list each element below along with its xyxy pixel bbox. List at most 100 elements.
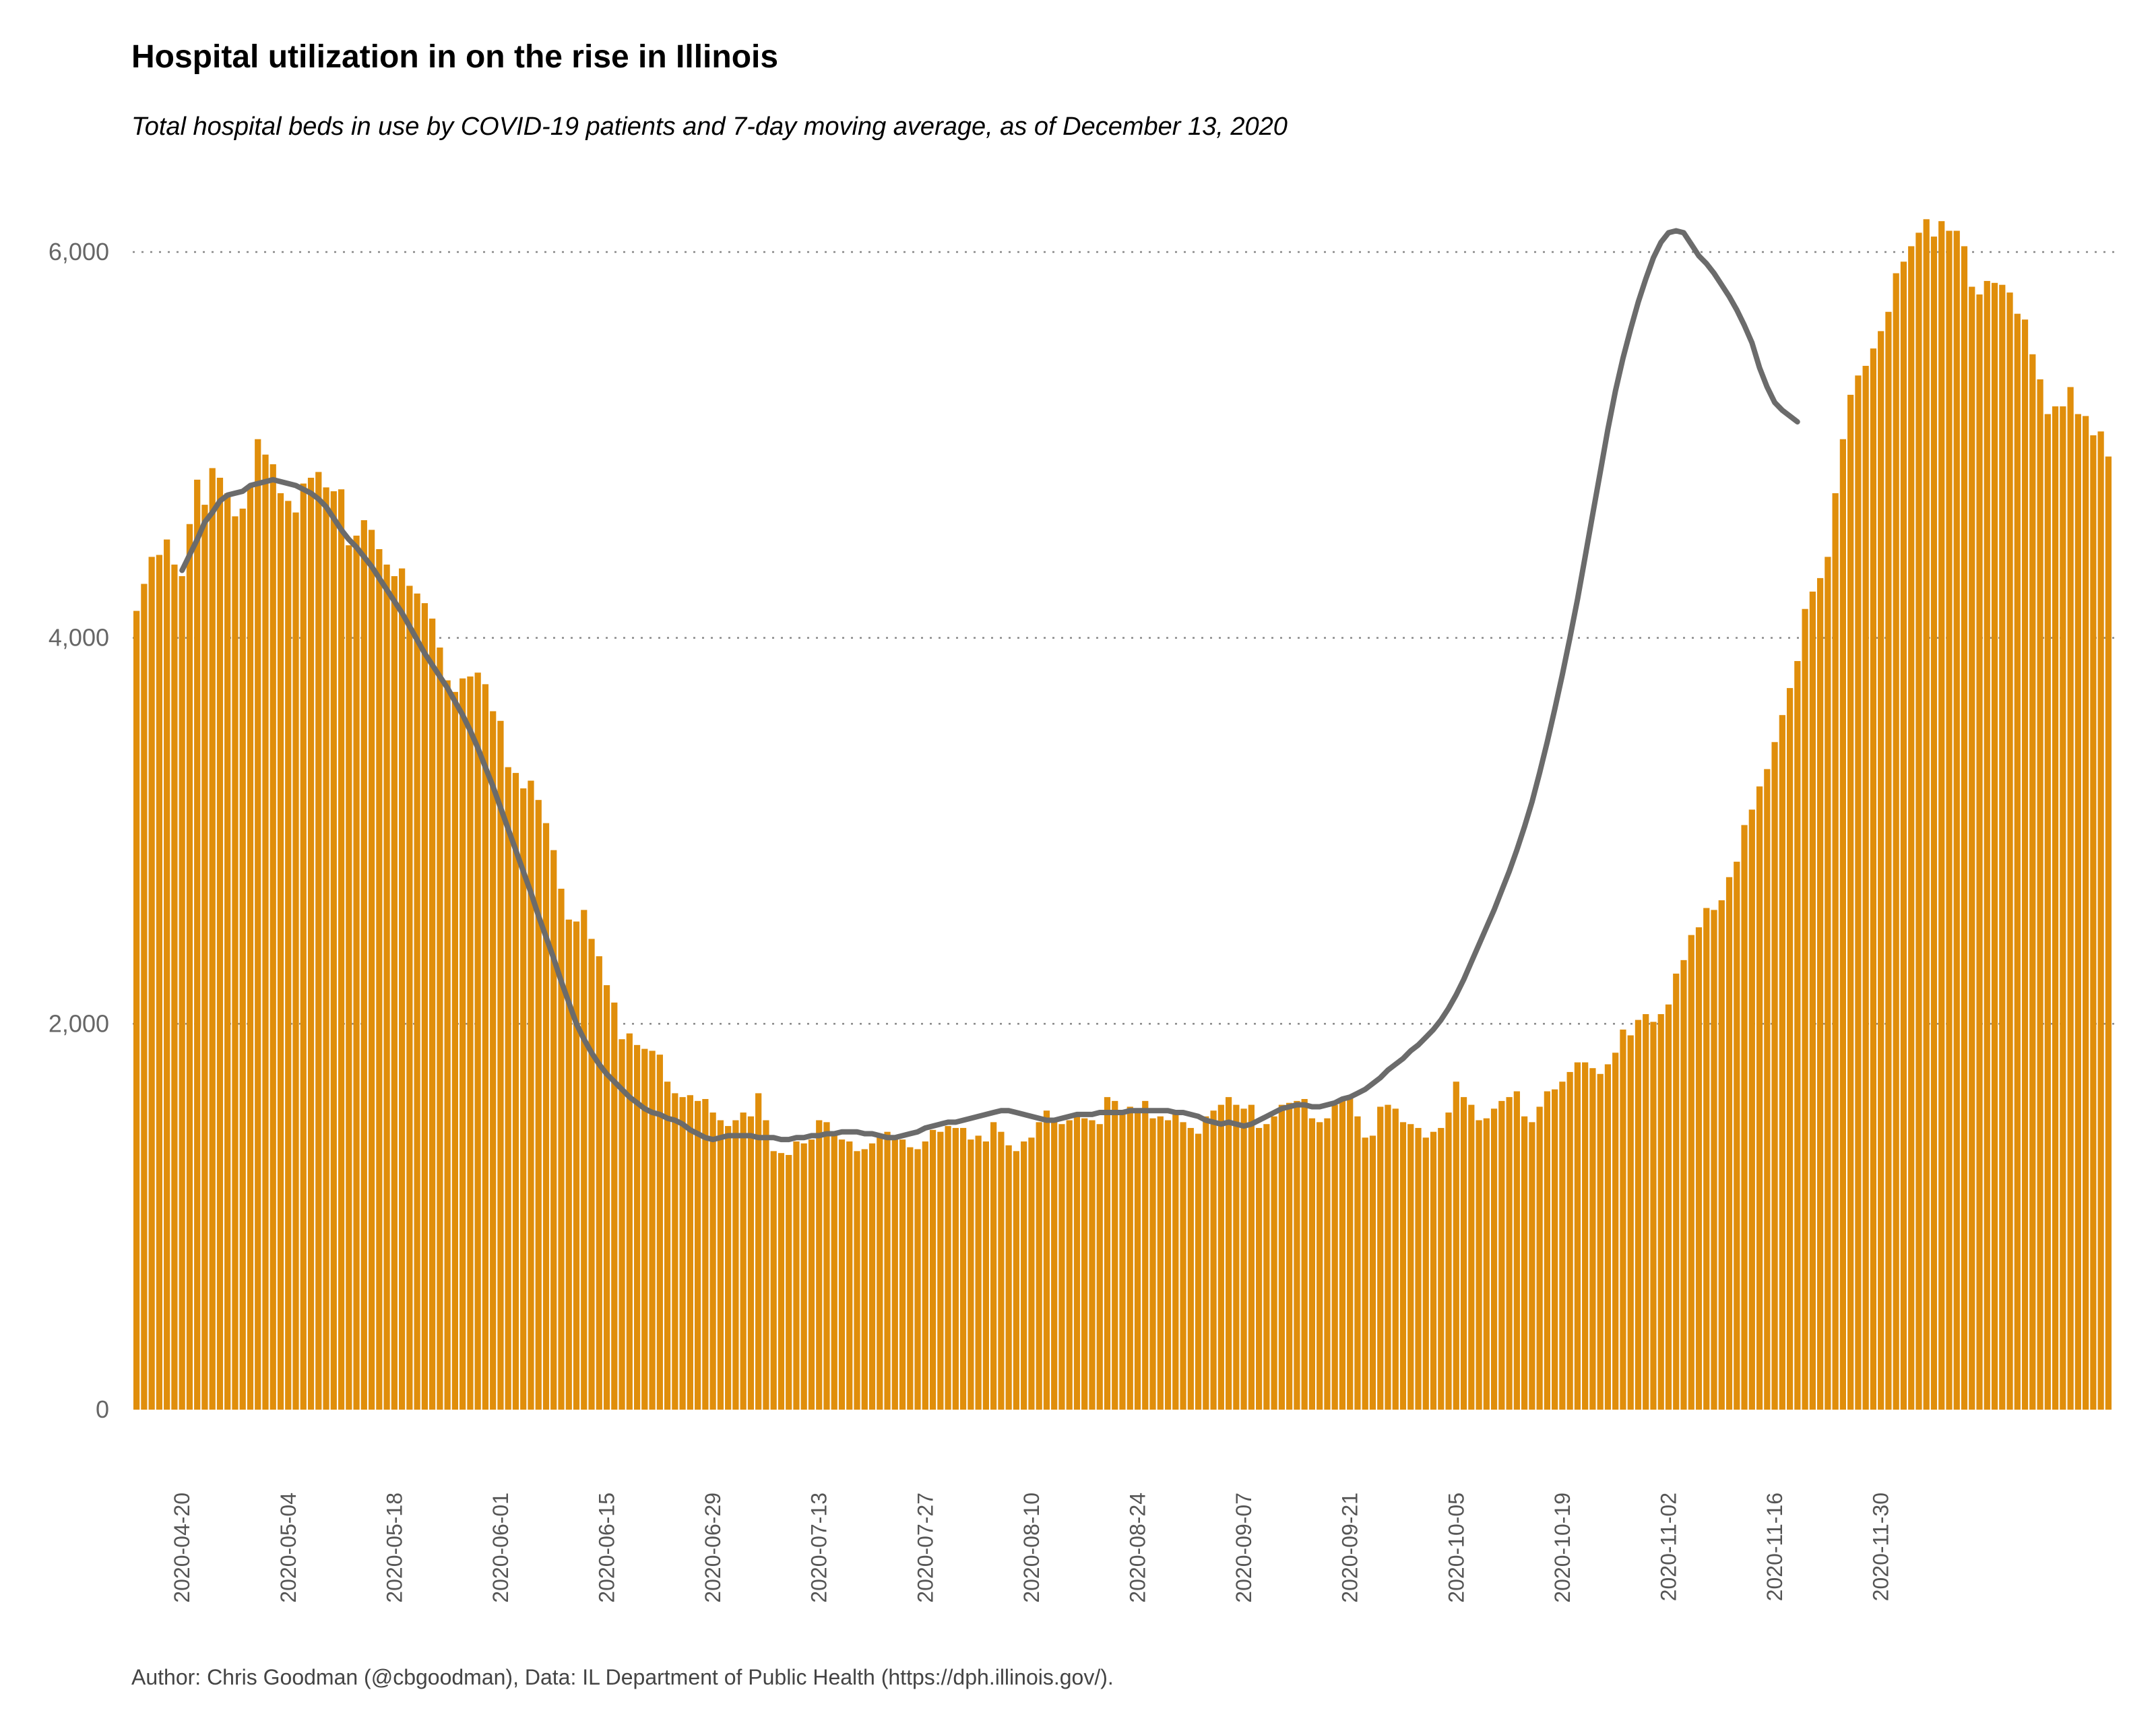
x-tick-label: 2020-08-24 <box>1126 1493 1150 1603</box>
bar <box>1862 365 1869 1410</box>
bar <box>224 493 231 1410</box>
bar <box>1725 877 1733 1410</box>
bar <box>1574 1062 1581 1410</box>
bar <box>1028 1137 1035 1410</box>
y-tick-label: 0 <box>96 1395 109 1423</box>
bar <box>285 501 292 1410</box>
bar <box>1643 1014 1649 1410</box>
bar <box>1529 1122 1535 1410</box>
y-tick-label: 4,000 <box>49 624 109 652</box>
bar <box>141 584 148 1410</box>
bar <box>1915 232 1922 1410</box>
bar <box>1498 1100 1505 1410</box>
bar <box>1377 1106 1384 1410</box>
bar <box>679 1097 686 1410</box>
bar <box>1233 1104 1240 1410</box>
bar <box>1900 261 1907 1410</box>
x-tick-label: 2020-07-27 <box>913 1493 937 1603</box>
bar <box>868 1143 876 1410</box>
bar <box>353 535 360 1410</box>
bar <box>1476 1120 1482 1410</box>
bar <box>315 472 322 1410</box>
bar <box>2029 354 2036 1410</box>
bar <box>1422 1137 1429 1410</box>
bar <box>1210 1110 1217 1410</box>
bar <box>2067 387 2074 1410</box>
x-tick-label: 2020-06-29 <box>701 1493 725 1603</box>
bar <box>732 1120 739 1410</box>
bar <box>929 1129 937 1410</box>
bar <box>800 1143 807 1410</box>
x-tick-label: 2020-10-19 <box>1550 1493 1575 1603</box>
bar <box>1825 557 1831 1410</box>
bar <box>1399 1122 1407 1410</box>
bar <box>1984 280 1990 1410</box>
x-tick-label: 2020-07-13 <box>807 1493 831 1603</box>
bar <box>467 676 474 1410</box>
bar <box>1612 1053 1619 1410</box>
bar <box>505 767 511 1410</box>
bar <box>1620 1029 1626 1410</box>
bar <box>1794 661 1801 1410</box>
bar <box>725 1126 732 1410</box>
bar <box>1142 1100 1149 1410</box>
bar <box>1324 1118 1331 1410</box>
x-tick-label: 2020-09-07 <box>1232 1493 1256 1603</box>
bar <box>1893 273 1899 1410</box>
bar <box>338 489 345 1410</box>
bar <box>2090 435 2097 1410</box>
bar <box>307 478 315 1410</box>
bar <box>1430 1131 1437 1410</box>
bar <box>695 1100 701 1410</box>
bar <box>1930 237 1938 1410</box>
bar <box>300 483 307 1410</box>
bar <box>1263 1124 1270 1410</box>
bar <box>512 773 519 1410</box>
bar <box>959 1127 967 1410</box>
bar <box>1369 1135 1376 1410</box>
bar <box>975 1135 982 1410</box>
bar <box>990 1122 997 1410</box>
bar <box>770 1151 777 1410</box>
bar <box>1589 1068 1596 1410</box>
gridlines <box>133 251 2116 1025</box>
bar <box>861 1149 868 1410</box>
bar <box>1961 246 1968 1410</box>
bar <box>1506 1097 1513 1410</box>
bar <box>346 545 352 1410</box>
bar <box>1217 1104 1224 1410</box>
bar <box>1294 1100 1300 1410</box>
bar <box>330 491 337 1410</box>
bar <box>1134 1108 1141 1410</box>
bar <box>1734 861 1740 1410</box>
bar <box>164 539 170 1410</box>
bar <box>899 1139 906 1410</box>
bar <box>854 1151 860 1410</box>
bar <box>1786 688 1794 1410</box>
bar <box>1566 1071 1573 1410</box>
bar <box>656 1055 663 1410</box>
bar <box>148 557 155 1410</box>
bar <box>1460 1097 1467 1410</box>
bar <box>1953 230 1960 1410</box>
bar <box>1066 1120 1073 1410</box>
bar <box>945 1126 951 1410</box>
bar <box>323 487 329 1410</box>
y-tick-label: 6,000 <box>49 238 109 265</box>
bar <box>1119 1112 1126 1410</box>
bar <box>232 516 239 1410</box>
bar <box>793 1141 800 1410</box>
x-tick-label: 2020-06-15 <box>595 1493 619 1603</box>
bar <box>922 1141 928 1410</box>
bar <box>201 505 208 1410</box>
bar <box>133 610 140 1410</box>
bar <box>581 910 588 1410</box>
bar <box>786 1155 792 1410</box>
bar <box>838 1139 846 1410</box>
bar <box>626 1033 633 1410</box>
bar <box>1203 1116 1209 1410</box>
bar <box>2052 406 2059 1410</box>
bar <box>1552 1089 1558 1410</box>
x-tick-label: 2020-09-21 <box>1338 1493 1362 1603</box>
